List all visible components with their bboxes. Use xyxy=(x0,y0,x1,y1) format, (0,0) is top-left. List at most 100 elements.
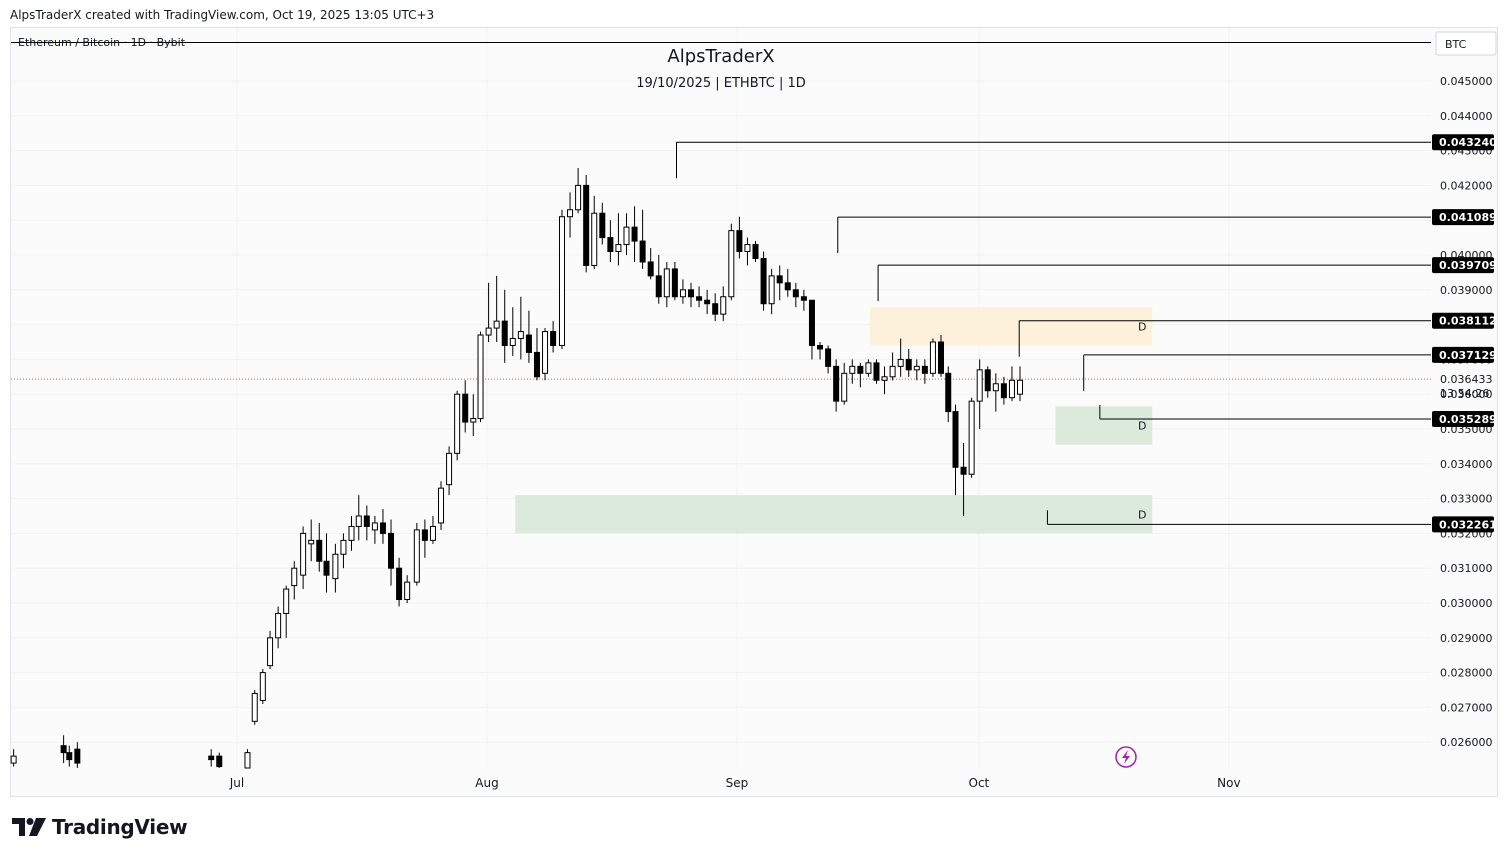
candle-down xyxy=(421,529,428,541)
tradingview-logo: TradingView xyxy=(12,815,188,839)
level-price-label: 0.038112 xyxy=(1439,315,1497,328)
x-tick-label: Jul xyxy=(229,776,244,790)
candle-up xyxy=(509,338,516,346)
candle-down xyxy=(216,755,223,768)
y-tick-label: 0.029000 xyxy=(1440,632,1493,645)
y-tick-label: 0.030000 xyxy=(1440,597,1493,610)
candle-up xyxy=(881,376,888,381)
candle-down xyxy=(363,515,370,527)
level-price-tag xyxy=(1432,134,1494,151)
candle-down xyxy=(776,275,783,284)
chart-credit: AlpsTraderX created with TradingView.com… xyxy=(10,8,435,22)
level-price-label: 0.041089 xyxy=(1439,211,1497,224)
currency-box xyxy=(1435,31,1497,56)
candle-up xyxy=(663,268,670,298)
candle-down xyxy=(639,240,646,263)
level-price-tag xyxy=(1432,410,1494,427)
candle-down xyxy=(599,212,606,239)
candle-up xyxy=(332,553,339,580)
y-tick-label: 0.031000 xyxy=(1440,562,1493,575)
candle-down xyxy=(937,341,944,374)
tradingview-brand: TradingView xyxy=(52,815,188,839)
candle-down xyxy=(688,289,695,298)
candle-up xyxy=(283,588,290,614)
x-tick-label: Nov xyxy=(1217,776,1240,790)
candle-down xyxy=(607,237,614,253)
level-price-tag xyxy=(1432,209,1494,226)
level-price-tag xyxy=(1432,257,1494,274)
candle-down xyxy=(316,539,323,562)
candle-up xyxy=(244,752,251,769)
candle-up xyxy=(275,612,282,639)
y-tick-label: 0.039000 xyxy=(1440,284,1493,297)
candle-up xyxy=(446,452,453,486)
chart-subtitle: 19/10/2025 | ETHBTC | 1D xyxy=(636,76,806,91)
y-tick-label: 0.027000 xyxy=(1440,701,1493,714)
candle-up xyxy=(348,525,355,541)
candle-up xyxy=(720,296,727,315)
candle-down xyxy=(655,275,662,298)
y-tick-label: 0.026000 xyxy=(1440,736,1493,749)
candle-down xyxy=(583,184,590,266)
candle-up xyxy=(542,331,549,374)
candle-down xyxy=(462,393,469,423)
candle-down xyxy=(752,244,759,259)
candle-down xyxy=(792,289,799,298)
candle-down xyxy=(323,560,330,576)
candle-up xyxy=(889,365,896,378)
candle-up xyxy=(976,369,983,402)
y-tick-label: 0.044000 xyxy=(1440,110,1493,123)
demand-zone-1 xyxy=(870,307,1153,346)
currency-label: BTC xyxy=(1445,38,1467,51)
candle-up xyxy=(517,331,524,340)
demand-zone-2 xyxy=(1055,406,1153,445)
candle-down xyxy=(960,466,967,475)
flash-icon xyxy=(1115,746,1137,768)
level-price-tag xyxy=(1432,346,1494,363)
candle-up xyxy=(259,672,266,701)
candle-down xyxy=(952,411,959,468)
candle-down xyxy=(388,532,395,569)
candle-down xyxy=(74,748,81,764)
candle-down xyxy=(905,358,912,371)
candle-down xyxy=(800,296,807,301)
demand-zone-3 xyxy=(515,495,1153,534)
candle-down xyxy=(1000,383,1007,399)
candle-down xyxy=(501,320,508,346)
x-tick-label: Oct xyxy=(969,776,990,790)
candle-down xyxy=(696,296,703,301)
candle-down xyxy=(945,372,952,413)
level-price-label: 0.043240 xyxy=(1439,136,1497,149)
candle-down xyxy=(671,268,678,298)
candle-up xyxy=(493,320,500,329)
candle-down xyxy=(60,745,67,754)
level-price-label: 0.037129 xyxy=(1439,349,1497,362)
tradingview-logo-icon xyxy=(12,818,46,836)
candle-down xyxy=(208,755,215,761)
candle-up xyxy=(267,637,274,667)
candle-down xyxy=(857,365,864,374)
candle-down xyxy=(784,282,791,291)
candle-up xyxy=(558,216,565,346)
candle-down xyxy=(984,369,991,392)
candle-down xyxy=(833,365,840,402)
level-price-tag xyxy=(1432,312,1494,329)
candle-up xyxy=(438,487,445,524)
level-price-label: 0.035289 xyxy=(1439,413,1497,426)
candle-down xyxy=(921,365,928,374)
y-tick-label: 0.036000 xyxy=(1440,388,1493,401)
candle-up xyxy=(340,539,347,555)
symbol-description: Ethereum / Bitcoin · 1D · Bybit xyxy=(18,36,186,49)
candle-up xyxy=(470,418,477,423)
candle-up xyxy=(744,244,751,253)
level-price-label: 0.039709 xyxy=(1439,259,1497,272)
candle-up xyxy=(300,532,307,576)
candle-up xyxy=(454,393,461,454)
candle-down xyxy=(66,752,73,761)
y-tick-label: 0.033000 xyxy=(1440,493,1493,506)
candle-down xyxy=(825,348,832,367)
candle-up xyxy=(623,226,630,246)
x-tick-label: Sep xyxy=(726,776,749,790)
flash-bolt-icon xyxy=(1122,750,1130,764)
